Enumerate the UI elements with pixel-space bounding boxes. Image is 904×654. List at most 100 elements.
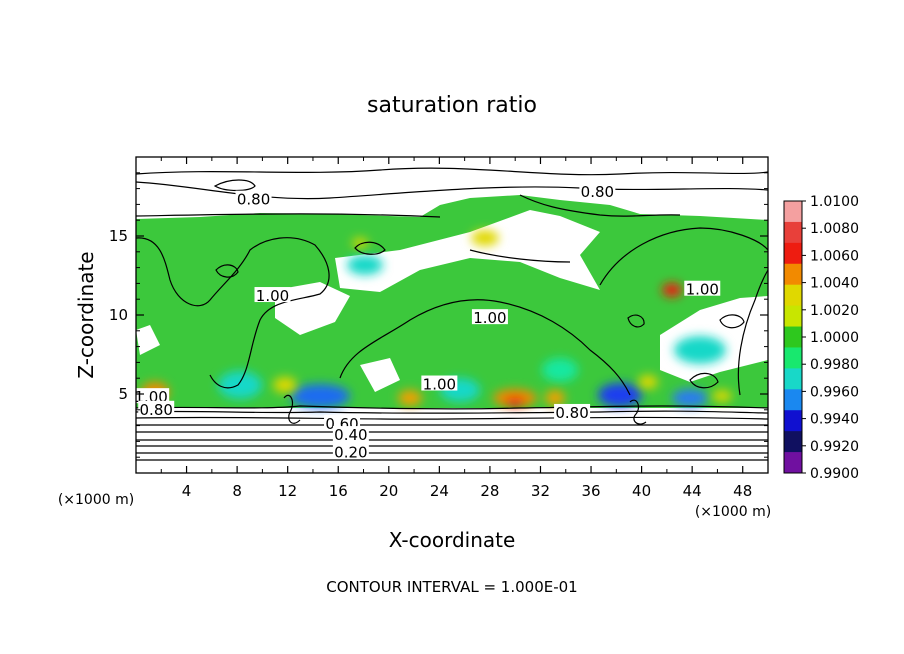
contour-interval-footer: CONTOUR INTERVAL = 1.000E-01 — [326, 578, 577, 596]
green-region — [136, 195, 768, 408]
x-tick-label: 20 — [379, 482, 398, 500]
contour-line — [136, 237, 330, 389]
contour-line — [519, 194, 681, 217]
contour-line — [354, 241, 386, 255]
subsaturated-white-region — [275, 282, 350, 335]
subsaturated-white-region — [136, 325, 160, 355]
x-axis: 4 8 12 16 20 24 28 32 36 40 44 48 — [160, 157, 752, 500]
contour-label-bg — [235, 190, 272, 206]
contour-label-bg — [471, 309, 508, 325]
colorbar-swatch — [784, 263, 802, 286]
blue-patch — [672, 389, 708, 407]
contour-label: 0.80 — [237, 191, 270, 209]
x-tick-label: 40 — [632, 482, 651, 500]
contour-label-bg — [421, 375, 458, 391]
x-tick-label: 24 — [430, 482, 449, 500]
colorbar-swatch — [784, 201, 802, 223]
contour-line — [215, 264, 239, 278]
x-unit-label-right: (×1000 m) — [695, 504, 771, 520]
contour-label: 0.80 — [140, 401, 173, 419]
contour-label: 0.80 — [581, 183, 614, 201]
contour-line — [627, 314, 645, 328]
contour-line — [213, 179, 256, 192]
contour-line — [136, 213, 441, 218]
red-patch — [662, 283, 682, 297]
high-saturation-patches — [141, 230, 732, 407]
colorbar-label: 0.9940 — [810, 412, 859, 428]
contour-label-bg — [579, 182, 616, 198]
yellow-patch — [352, 238, 368, 248]
x-unit-label-left: (×1000 m) — [58, 492, 134, 508]
contour-label: 1.00 — [686, 281, 719, 299]
yellow-patch — [712, 390, 732, 402]
contour-line — [689, 372, 719, 389]
contour-line — [737, 269, 768, 396]
contour-label-layer: 0.80 0.801.001.001.001.001.000.80 0.800.60… — [136, 182, 721, 461]
contour-line — [136, 410, 768, 414]
contour-label: 0.40 — [334, 426, 367, 444]
cyan-patch — [218, 371, 262, 399]
contour-label-bg — [136, 388, 170, 404]
contour-label-bg — [138, 400, 175, 416]
colorbar-swatch — [784, 410, 802, 432]
colorbar-label: 1.0060 — [810, 248, 859, 264]
supersaturation-field — [136, 195, 768, 408]
colorbar-swatch — [784, 452, 802, 474]
contour-label-bg — [684, 280, 721, 296]
contour-line — [599, 227, 768, 286]
contour-label: 0.20 — [334, 443, 367, 461]
colorbar-label: 1.0100 — [810, 194, 859, 210]
cyan-patch — [542, 358, 578, 382]
contour-lines — [136, 167, 768, 461]
colorbar-swatch — [784, 242, 802, 265]
blue-patch — [598, 383, 642, 407]
contour-line — [469, 249, 571, 263]
x-tick-label: 28 — [480, 482, 499, 500]
subsaturated-white-region — [360, 358, 400, 392]
yellow-patch — [273, 377, 297, 393]
teal-patch — [347, 255, 383, 275]
contour-label-bg — [332, 426, 369, 442]
colorbar-label: 1.0000 — [810, 330, 859, 346]
x-tick-label: 16 — [329, 482, 348, 500]
contour-label: 1.00 — [473, 309, 506, 327]
contour-line — [136, 416, 768, 420]
contour-line — [629, 399, 647, 425]
yellow-patch — [471, 230, 499, 246]
z-axis-title: Z-coordinate — [74, 251, 98, 378]
plot-area: 0.80 0.801.001.001.001.001.000.80 0.800.60… — [136, 157, 768, 473]
cyan-patch — [674, 336, 726, 364]
x-tick-label: 32 — [531, 482, 550, 500]
colorbar-swatch — [784, 326, 802, 348]
contour-label-bg — [554, 403, 591, 419]
colorbar-label: 0.9920 — [810, 439, 859, 455]
colorbar-swatch — [784, 368, 802, 390]
colorbar-label: 0.9900 — [810, 466, 859, 482]
colorbar-label: 0.9960 — [810, 384, 859, 400]
x-tick-label: 4 — [182, 482, 192, 500]
colorbar-swatch — [784, 389, 802, 411]
colorbar-swatch — [784, 284, 802, 307]
contour-label: 0.80 — [555, 404, 588, 422]
colorbar-label: 0.9980 — [810, 357, 859, 373]
x-tick-label: 44 — [683, 482, 702, 500]
colorbar-swatch — [784, 347, 802, 369]
contour-line — [719, 314, 745, 329]
contour-line — [136, 181, 768, 200]
colorbar-swatch — [784, 431, 802, 453]
x-tick-label: 36 — [581, 482, 600, 500]
z-axis: 5 10 15 — [109, 172, 768, 458]
contour-label: 1.00 — [256, 287, 289, 305]
x-tick-label: 8 — [232, 482, 242, 500]
chart-title: saturation ratio — [367, 93, 537, 118]
colorbar: 1.0100 1.0080 1.0060 1.0040 1.0020 1.0000 0.99… — [783, 194, 859, 482]
yellow-patch — [638, 375, 658, 389]
z-tick-label: 10 — [109, 306, 128, 324]
contour-line — [283, 394, 301, 424]
z-tick-label: 5 — [118, 385, 128, 403]
red-patch — [505, 397, 525, 407]
colorbar-label: 1.0020 — [810, 303, 859, 319]
z-tick-label: 15 — [109, 227, 128, 245]
contour-label: 1.00 — [423, 376, 456, 394]
colorbar-label: 1.0080 — [810, 221, 859, 237]
